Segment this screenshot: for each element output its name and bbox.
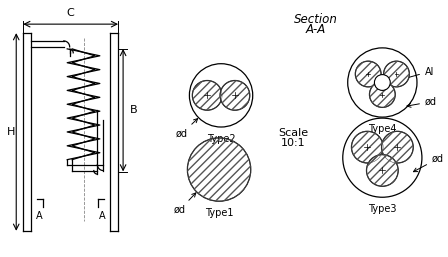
Text: Scale: Scale xyxy=(278,128,308,138)
Circle shape xyxy=(187,138,251,201)
Text: ød: ød xyxy=(407,97,437,107)
Circle shape xyxy=(375,75,390,90)
Circle shape xyxy=(348,48,417,117)
Text: A: A xyxy=(36,211,42,221)
Circle shape xyxy=(366,155,398,186)
Circle shape xyxy=(355,61,381,87)
Text: Section: Section xyxy=(294,13,338,26)
Text: A-A: A-A xyxy=(306,23,326,36)
Text: 10:1: 10:1 xyxy=(281,138,306,148)
Text: Type2: Type2 xyxy=(207,134,235,144)
Circle shape xyxy=(220,80,250,110)
Text: ød: ød xyxy=(414,154,444,172)
Text: Type3: Type3 xyxy=(368,204,396,214)
Circle shape xyxy=(382,131,413,163)
Text: ød: ød xyxy=(173,193,196,215)
Circle shape xyxy=(383,61,409,87)
Text: B: B xyxy=(130,105,138,115)
Text: C: C xyxy=(67,8,74,18)
Circle shape xyxy=(352,131,383,163)
Text: A: A xyxy=(99,211,106,221)
Text: H: H xyxy=(7,127,16,137)
Text: Type1: Type1 xyxy=(205,208,233,218)
Text: ød: ød xyxy=(176,118,198,139)
Circle shape xyxy=(370,82,395,107)
Circle shape xyxy=(190,64,253,127)
Circle shape xyxy=(343,118,422,197)
Circle shape xyxy=(192,80,222,110)
Text: Type4: Type4 xyxy=(368,124,396,134)
Text: Al: Al xyxy=(394,67,434,82)
